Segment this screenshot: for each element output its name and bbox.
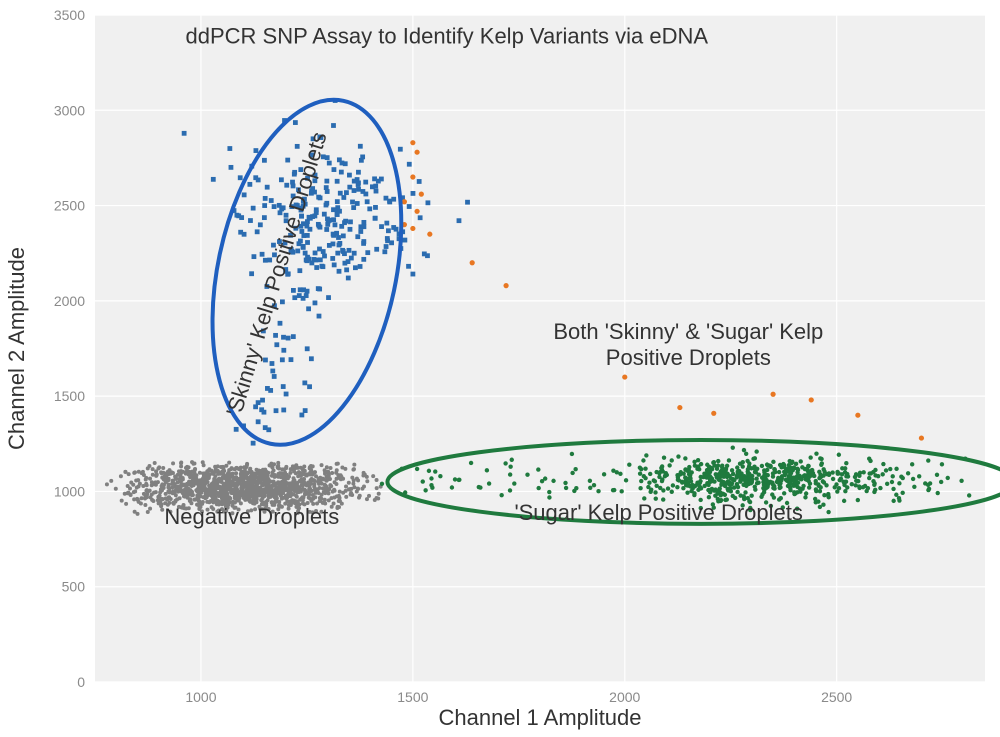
x-tick-label: 2500 xyxy=(821,689,852,705)
plot-area xyxy=(95,15,985,682)
y-tick-label: 1000 xyxy=(54,483,85,499)
y-tick-label: 3500 xyxy=(54,7,85,23)
sugar-label: 'Sugar' Kelp Positive Droplets xyxy=(514,500,802,525)
y-tick-label: 0 xyxy=(77,674,85,690)
y-tick-label: 2500 xyxy=(54,198,85,214)
x-tick-label: 2000 xyxy=(609,689,640,705)
x-tick-label: 1500 xyxy=(397,689,428,705)
plot-title: ddPCR SNP Assay to Identify Kelp Variant… xyxy=(185,24,708,49)
x-tick-label: 1000 xyxy=(185,689,216,705)
negative-label: Negative Droplets xyxy=(164,504,339,529)
y-axis-title: Channel 2 Amplitude xyxy=(4,247,29,450)
y-tick-label: 500 xyxy=(62,579,86,595)
y-tick-label: 2000 xyxy=(54,293,85,309)
y-tick-label: 3000 xyxy=(54,102,85,118)
x-axis-title: Channel 1 Amplitude xyxy=(438,705,641,730)
scatter-chart: 1000 1500 2000 2500 0 500 1000 1500 2000 2500 3000… xyxy=(0,0,1000,737)
y-tick-label: 1500 xyxy=(54,388,85,404)
